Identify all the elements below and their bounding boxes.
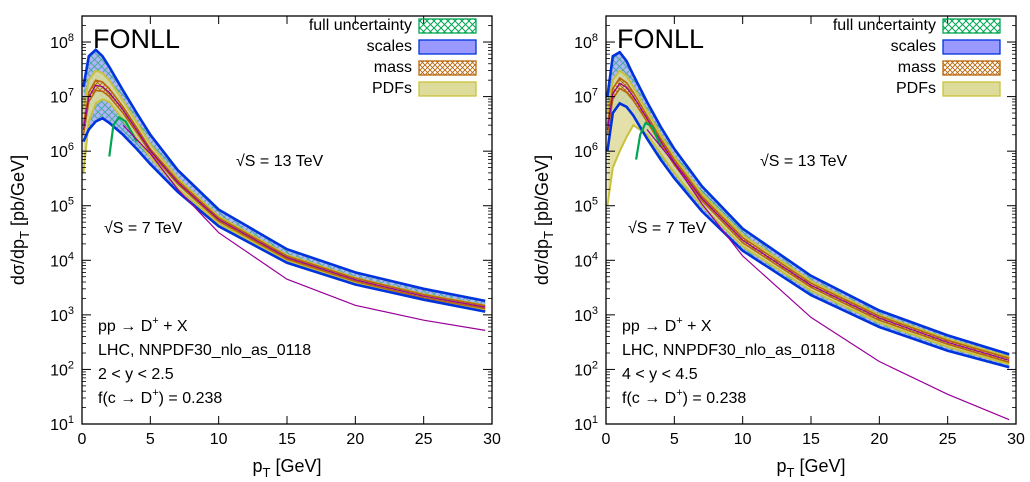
x-tick-label: 5	[670, 431, 679, 448]
x-tick-label: 25	[939, 431, 957, 448]
x-tick-label: 15	[802, 431, 820, 448]
x-tick-label: 0	[602, 431, 611, 448]
legend-label-scales: scales	[367, 38, 412, 55]
chart-title: FONLL	[93, 24, 180, 54]
legend-label-mass: mass	[374, 59, 412, 76]
plot-area	[606, 50, 1010, 421]
legend: full uncertainty scales mass PDFs	[833, 17, 1001, 97]
energy-7-label: √S = 7 TeV	[104, 220, 183, 237]
process-label: pp → D+ + X	[98, 315, 188, 335]
legend-swatch-full-uncertainty	[942, 18, 1001, 34]
legend-label-pdfs: PDFs	[372, 80, 412, 97]
mass-lower-line	[82, 89, 486, 310]
energy-13-label: √S = 13 TeV	[236, 153, 324, 170]
chart-panel-right: 0 5 10 15 20 25 30 101 102 103 104 105 106 107 108 FON…	[532, 15, 1025, 480]
central-line	[606, 82, 1010, 361]
x-tick-label: 30	[483, 431, 501, 448]
y-tick-label: 104	[50, 250, 74, 270]
y-tick-label: 102	[50, 359, 74, 379]
x-tick-label: 15	[278, 431, 296, 448]
x-tick-label: 10	[210, 431, 228, 448]
y-tick-label: 107	[574, 87, 598, 107]
pdf-band	[83, 70, 486, 310]
x-axis-label: pT [GeV]	[253, 456, 322, 480]
legend-label-pdfs: PDFs	[896, 80, 936, 97]
x-tick-label: 5	[146, 431, 155, 448]
y-tick-label: 104	[574, 250, 598, 270]
legend-swatch-mass	[942, 60, 1001, 76]
sqrts-7-line	[122, 124, 486, 331]
config-label: LHC, NNPDF30_nlo_as_0118	[622, 342, 835, 359]
pdf-upper-line	[606, 69, 1010, 358]
full-uncertainty-line	[635, 121, 662, 160]
x-tick-label: 0	[78, 431, 87, 448]
config-label: LHC, NNPDF30_nlo_as_0118	[98, 342, 311, 359]
y-tick-label: 108	[574, 32, 598, 52]
y-tick-label: 105	[574, 196, 598, 216]
pdf-lower-line	[82, 97, 486, 311]
x-tick-label: 20	[870, 431, 888, 448]
y-tick-label: 106	[574, 141, 598, 161]
legend-swatch-pdfs	[942, 81, 1001, 97]
fragmentation-label: f(c → D+) = 0.238	[622, 387, 746, 407]
chart-title: FONLL	[617, 24, 704, 54]
scales-lower-line	[606, 101, 1010, 369]
rapidity-label: 2 < y < 2.5	[98, 366, 174, 383]
energy-7-label: √S = 7 TeV	[628, 220, 707, 237]
fragmentation-label: f(c → D+) = 0.238	[98, 387, 222, 407]
x-tick-label: 30	[1007, 431, 1025, 448]
sqrts-7-line	[646, 129, 1010, 421]
y-tick-label: 108	[50, 32, 74, 52]
y-tick-label: 101	[50, 414, 74, 434]
pdf-lower-line	[606, 123, 1010, 366]
legend-swatch-pdfs	[418, 81, 477, 97]
mass-band	[83, 80, 486, 309]
mass-upper-line	[606, 76, 1010, 360]
x-axis-label: pT [GeV]	[777, 456, 846, 480]
y-tick-label: 105	[50, 196, 74, 216]
legend-swatch-scales	[418, 39, 477, 55]
y-tick-label: 101	[574, 414, 598, 434]
full-uncertainty-line	[108, 115, 138, 157]
legend-swatch-full-uncertainty	[418, 18, 477, 34]
y-tick-label: 103	[50, 305, 74, 325]
legend-label-full-uncertainty: full uncertainty	[833, 17, 936, 34]
axis-ticks: 0 5 10 15 20 25 30 101 102 103 104 105 106 107 108	[574, 15, 1025, 448]
x-tick-label: 25	[415, 431, 433, 448]
legend-swatch-scales	[942, 39, 1001, 55]
scales-upper-line	[82, 48, 486, 303]
axis-ticks: 0 5 10 15 20 25 30 101 102 103 104 105 106 107 108	[50, 15, 501, 448]
chart-panel-left: 0 5 10 15 20 25 30 101 102 103 104 105 106 107 108 FON…	[8, 15, 501, 480]
y-axis-label: dσ/dpT [pb/GeV]	[532, 155, 556, 285]
x-tick-label: 10	[734, 431, 752, 448]
legend-label-scales: scales	[891, 38, 936, 55]
legend-label-mass: mass	[898, 59, 936, 76]
pdf-upper-line	[82, 69, 486, 307]
legend-label-full-uncertainty: full uncertainty	[309, 17, 412, 34]
central-line	[82, 84, 486, 308]
y-tick-label: 103	[574, 305, 598, 325]
mass-upper-line	[82, 79, 486, 307]
rapidity-label: 4 < y < 4.5	[622, 366, 698, 383]
y-tick-label: 107	[50, 87, 74, 107]
y-axis-label: dσ/dpT [pb/GeV]	[8, 155, 32, 285]
energy-13-label: √S = 13 TeV	[760, 153, 848, 170]
plot-area	[82, 48, 486, 331]
process-label: pp → D+ + X	[622, 315, 712, 335]
legend-swatch-mass	[418, 60, 477, 76]
scales-lower-line	[82, 116, 486, 313]
scales-upper-line	[606, 50, 1010, 356]
y-tick-label: 102	[574, 359, 598, 379]
y-tick-label: 106	[50, 141, 74, 161]
legend: full uncertainty scales mass PDFs	[309, 17, 477, 97]
x-tick-label: 20	[346, 431, 364, 448]
